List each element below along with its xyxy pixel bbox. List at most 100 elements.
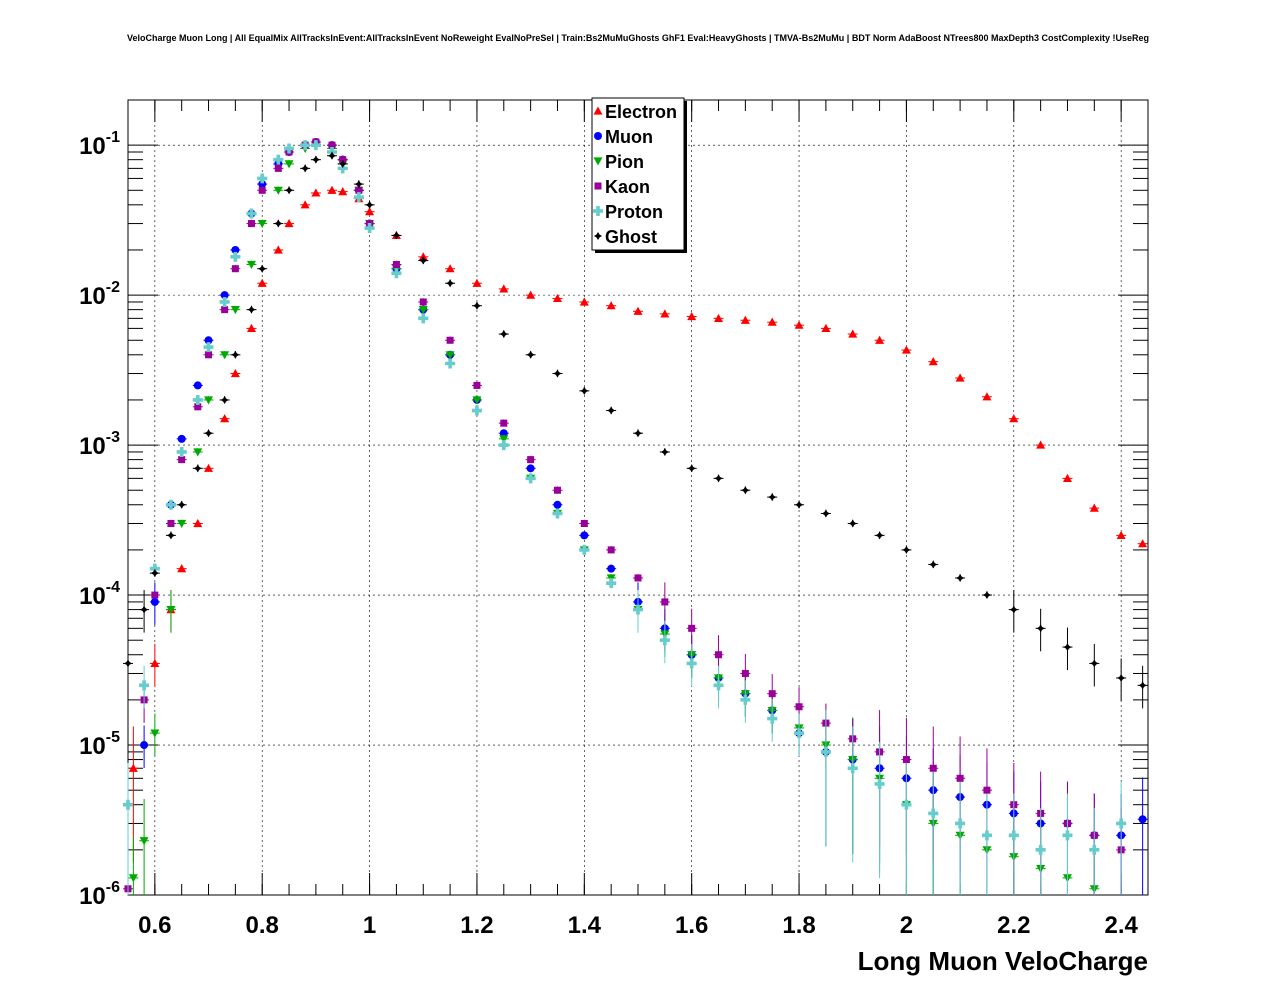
data-point: [177, 519, 187, 529]
data-point: [354, 180, 363, 189]
data-point: [220, 414, 230, 423]
data-point: [1138, 681, 1147, 690]
data-point: [472, 396, 482, 405]
data-point: [151, 591, 159, 599]
data-point: [901, 799, 912, 810]
data-point: [525, 473, 536, 484]
data-point: [300, 140, 311, 151]
data-point: [553, 369, 562, 378]
data-point: [391, 268, 402, 279]
data-point: [1138, 815, 1147, 824]
x-tick-label: 2.4: [1104, 912, 1138, 939]
data-point: [258, 186, 266, 194]
data-point: [418, 252, 428, 261]
y-tick-base: 10: [79, 583, 106, 610]
legend-marker-proton: [593, 206, 603, 216]
data-point: [204, 429, 213, 438]
data-point: [579, 544, 590, 555]
data-point: [392, 231, 401, 240]
data-point: [193, 464, 202, 473]
data-point: [1036, 624, 1045, 633]
data-point: [472, 278, 482, 287]
data-point: [821, 323, 831, 332]
data-point: [311, 155, 320, 164]
data-point: [284, 219, 294, 228]
data-point: [580, 386, 589, 395]
data-point: [192, 394, 203, 405]
data-point: [257, 173, 268, 184]
legend-marker-pion: [593, 157, 603, 166]
axis-ticks: [127, 99, 1149, 896]
series-ghost: [123, 151, 1148, 709]
data-point: [177, 434, 186, 443]
data-point: [794, 728, 805, 739]
data-point: [526, 290, 536, 299]
data-point: [526, 350, 535, 359]
data-point: [220, 291, 229, 300]
data-point: [633, 306, 643, 315]
y-tick-exponent: -6: [106, 879, 120, 896]
data-point: [499, 429, 508, 438]
chart-title: VeloCharge Muon Long | All EqualMix AllT…: [126, 33, 1150, 43]
data-point: [714, 474, 723, 483]
data-point: [1089, 844, 1100, 855]
data-point: [713, 680, 724, 691]
series-proton: [123, 140, 1127, 895]
data-point: [205, 351, 213, 359]
y-tick-base: 10: [79, 433, 106, 460]
data-point: [165, 499, 176, 510]
legend: Electron Muon Pion Kaon Proton Ghost: [591, 97, 687, 253]
data-point: [140, 605, 149, 614]
data-point: [128, 763, 138, 772]
data-point: [284, 160, 294, 169]
data-point: [150, 597, 159, 606]
legend-label-pion: Pion: [605, 152, 644, 172]
data-point: [929, 764, 937, 772]
data-point: [418, 306, 428, 315]
x-tick-label: 2.2: [997, 912, 1030, 939]
data-point: [901, 345, 911, 354]
data-point: [982, 392, 992, 401]
data-point: [274, 219, 283, 228]
data-point: [445, 351, 455, 360]
data-point: [246, 260, 256, 270]
legend-marker-electron: [593, 106, 603, 115]
y-tick-exponent: -4: [106, 579, 120, 596]
legend-label-muon: Muon: [605, 127, 653, 147]
data-point: [741, 669, 749, 677]
data-point: [902, 545, 911, 554]
y-tick-exponent: -2: [106, 279, 120, 296]
data-point: [193, 448, 203, 457]
legend-label-proton: Proton: [605, 202, 663, 222]
data-point: [247, 305, 256, 314]
data-point: [956, 573, 965, 582]
data-point: [499, 284, 509, 293]
data-point: [220, 351, 230, 360]
data-point: [177, 564, 187, 573]
data-point: [552, 508, 563, 519]
data-point: [499, 435, 509, 444]
data-point: [579, 297, 589, 306]
data-point: [418, 313, 429, 324]
legend-label-electron: Electron: [605, 102, 677, 122]
data-point: [472, 301, 481, 310]
data-point: [123, 799, 133, 810]
data-point: [419, 256, 428, 265]
x-tick-label: 2: [900, 912, 913, 939]
data-point: [445, 264, 455, 273]
data-point: [956, 774, 964, 782]
data-point: [795, 703, 803, 711]
data-point: [848, 519, 857, 528]
data-point: [661, 598, 669, 606]
data-point: [687, 464, 696, 473]
data-point: [848, 329, 858, 338]
data-point: [687, 312, 697, 321]
data-point: [929, 560, 938, 569]
data-point: [221, 306, 229, 314]
data-point: [247, 220, 255, 228]
data-point: [794, 320, 804, 329]
x-axis-label: Long Muon VeloCharge: [857, 946, 1148, 976]
legend-label-kaon: Kaon: [605, 177, 650, 197]
